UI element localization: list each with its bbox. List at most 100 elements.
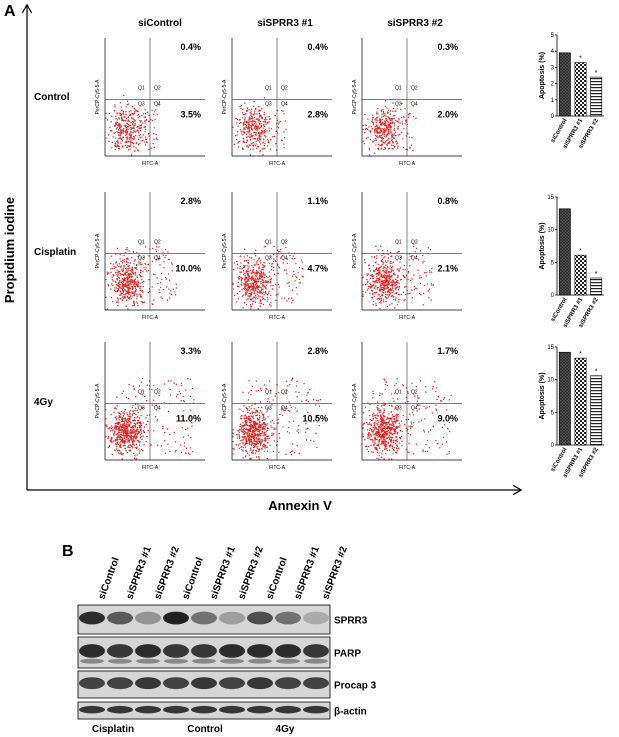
event-dot (248, 292, 250, 295)
event-dot (261, 428, 264, 431)
event-dot (388, 283, 390, 286)
event-dot (382, 110, 385, 113)
event-dot (243, 256, 245, 258)
event-dot (376, 401, 379, 403)
event-dot (442, 436, 445, 439)
event-dot (122, 434, 125, 437)
event-dot (393, 298, 395, 301)
event-dot (408, 442, 410, 444)
event-dot (408, 259, 410, 261)
event-dot (246, 416, 248, 419)
event-dot (140, 290, 143, 292)
event-dot (139, 133, 142, 136)
event-dot (128, 124, 131, 127)
event-dot (377, 421, 380, 423)
event-dot (148, 135, 150, 137)
event-dot (287, 426, 290, 429)
y-tick-label: 0 (551, 114, 555, 120)
event-dot (240, 104, 242, 107)
event-dot (239, 290, 241, 293)
event-dot (240, 276, 242, 279)
event-dot (249, 458, 251, 460)
event-dot (376, 255, 378, 257)
event-dot (255, 140, 257, 143)
event-dot (386, 125, 388, 128)
event-dot (125, 423, 128, 425)
event-dot (263, 262, 265, 264)
event-dot (249, 294, 251, 296)
event-dot (242, 137, 245, 140)
significance: * (579, 56, 582, 63)
event-dot (365, 291, 367, 293)
event-dot (141, 114, 143, 117)
event-dot (140, 414, 142, 417)
event-dot (270, 305, 272, 307)
event-dot (366, 289, 368, 291)
event-dot (368, 429, 371, 432)
event-dot (381, 436, 384, 438)
event-dot (140, 428, 142, 431)
event-dot (270, 421, 272, 423)
event-dot (407, 113, 410, 116)
event-dot (318, 424, 320, 427)
event-dot (292, 420, 295, 422)
event-dot (245, 419, 248, 422)
event-dot (389, 427, 391, 429)
event-dot (388, 147, 391, 150)
event-dot (120, 453, 123, 456)
event-dot (165, 286, 168, 288)
event-dot (391, 291, 394, 294)
event-dot (397, 301, 400, 303)
event-dot (142, 113, 145, 115)
event-dot (267, 141, 270, 144)
event-dot (242, 141, 244, 143)
event-dot (396, 440, 399, 443)
event-dot (267, 298, 269, 300)
event-dot (131, 286, 133, 288)
event-dot (140, 435, 142, 438)
event-dot (256, 287, 258, 289)
event-dot (239, 267, 241, 270)
event-dot (404, 108, 406, 110)
event-dot (255, 296, 257, 298)
event-dot (129, 139, 131, 141)
event-dot (122, 281, 125, 283)
event-dot (240, 439, 242, 442)
event-dot (407, 272, 410, 274)
event-dot (379, 128, 382, 130)
event-dot (254, 289, 257, 292)
event-dot (241, 284, 243, 286)
event-dot (387, 253, 389, 256)
event-dot (253, 279, 256, 281)
event-dot (392, 453, 394, 455)
event-dot (129, 413, 132, 415)
event-dot (282, 426, 284, 428)
event-dot (387, 277, 390, 279)
event-dot (127, 277, 130, 280)
event-dot (374, 126, 376, 128)
event-dot (183, 445, 186, 447)
event-dot (110, 271, 112, 274)
event-dot (241, 278, 244, 280)
event-dot (134, 432, 137, 435)
event-dot (129, 421, 132, 423)
event-dot (380, 136, 382, 138)
event-dot (134, 291, 137, 293)
event-dot (131, 279, 134, 281)
event-dot (374, 139, 376, 142)
event-dot (162, 425, 164, 428)
event-dot (391, 422, 394, 424)
event-dot (275, 142, 277, 145)
event-dot (363, 259, 366, 261)
event-dot (245, 284, 247, 286)
event-dot (117, 452, 120, 454)
event-dot (120, 118, 123, 120)
event-dot (385, 418, 388, 420)
event-dot (123, 293, 125, 296)
event-dot (362, 295, 364, 297)
event-dot (255, 118, 257, 121)
event-dot (251, 303, 254, 305)
event-dot (139, 425, 142, 427)
event-dot (244, 117, 246, 119)
event-dot (119, 102, 122, 104)
